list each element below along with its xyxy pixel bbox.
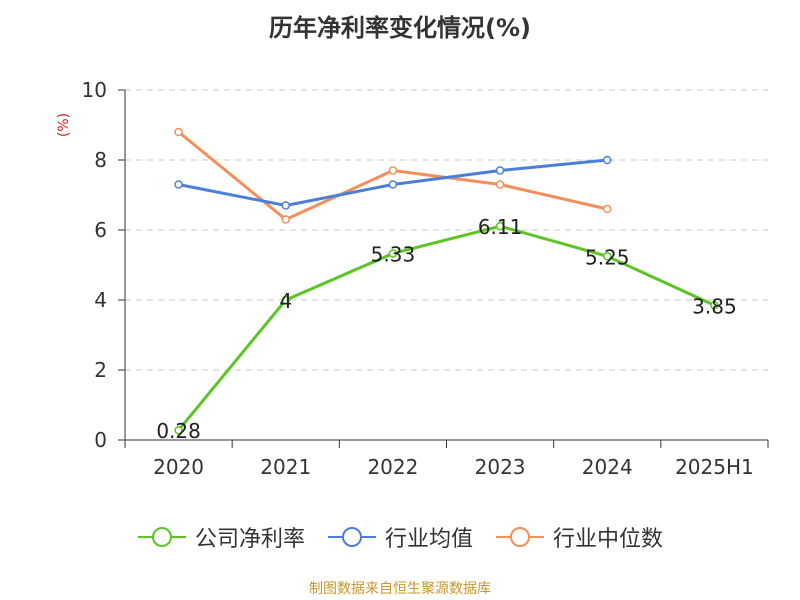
data-point [603,204,612,214]
data-point [603,252,612,261]
chart-title: 历年净利率变化情况(%) [269,14,531,42]
x-tick-label: 2021 [260,455,311,479]
data-point [388,249,398,258]
data-point [281,201,290,210]
data-point [710,301,719,310]
legend-label: 公司净利率 [194,527,305,552]
legend-label: 行业中位数 [553,527,664,552]
data-point [495,221,505,231]
data-point [388,180,398,189]
data-label: 3.85 [692,294,737,318]
y-tick-label: 4 [94,288,107,312]
data-point [174,180,183,189]
x-tick-label: 2025H1 [675,455,754,479]
legend-line-icon [137,527,186,547]
x-tick-label: 2024 [582,455,633,479]
data-point [603,155,612,165]
data-label: 4 [279,289,292,313]
data-label: 0.28 [156,419,201,443]
legend-item: 行业均值 [327,521,473,553]
data-point [174,127,183,137]
legend-label: 行业均值 [384,527,473,552]
data-point [174,425,183,435]
y-axis-label: (%) [56,113,72,137]
legend-item: 公司净利率 [137,521,305,553]
y-tick-label: 8 [94,148,107,172]
y-tick-label: 6 [94,218,107,242]
data-point [495,180,505,189]
legend-line-icon [327,527,376,547]
series-line-公司净利率 [177,224,716,432]
x-tick-label: 2022 [367,455,418,479]
data-point [495,166,505,175]
source-note: 制图数据来自恒生聚源数据库 [309,581,491,597]
y-tick-label: 0 [94,428,107,452]
data-point [281,215,290,224]
legend-item: 行业中位数 [495,521,663,553]
data-label: 5.33 [371,242,416,266]
legend: 公司净利率 行业均值 行业中位数 [0,520,800,554]
series-line-行业中位数 [177,130,608,221]
line-chart: 0 2 4 6 8 10 (%) 2020 2021 2022 2023 2024 2025H1 0.28… [56,78,769,479]
data-label: 5.25 [585,245,630,269]
legend-line-icon [496,527,544,547]
data-point [281,295,290,305]
x-tick-label: 2020 [153,455,204,479]
data-point [388,166,398,175]
y-tick-label: 2 [94,358,107,382]
x-tick-label: 2023 [475,455,526,479]
y-tick-label: 10 [82,78,107,102]
data-label: 6.11 [478,215,523,239]
